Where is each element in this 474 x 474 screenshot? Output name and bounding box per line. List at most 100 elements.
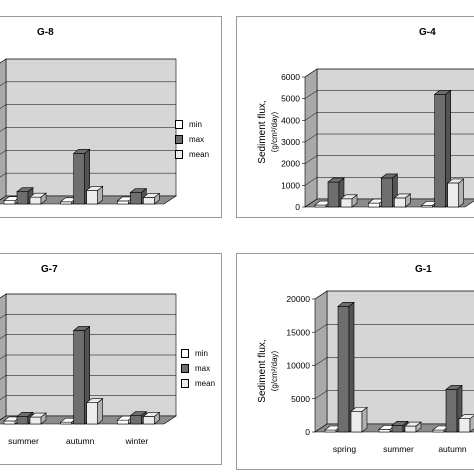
bar-g8-max-summer: [16, 191, 29, 205]
legend-g7: min max mean: [181, 346, 215, 391]
bar-top-g1-max-spring: [337, 302, 355, 307]
legend-label-max: max: [195, 364, 211, 373]
bar-g8-mean-winter: [143, 197, 155, 205]
bar-g8-min-autumn: [60, 201, 72, 205]
bar-top-g1-mean-spring: [350, 407, 368, 412]
gridline-side-g7: [0, 314, 7, 319]
chart-plot-g8: summer autumn winter: [0, 58, 177, 217]
bar-g8-mean-autumn: [86, 190, 98, 205]
bar-g1-max-autumn: [445, 389, 458, 433]
bar-g1-min-summer: [378, 429, 391, 433]
bar-top-g8-max-winter: [129, 188, 148, 193]
bar-g4-mean-summer: [394, 197, 406, 208]
x-tick-label-g8: winter: [124, 216, 148, 217]
bar-g4-max-summer: [381, 177, 393, 208]
gridline-side-g8: [0, 150, 7, 155]
bar-top-g1-max-summer: [391, 421, 409, 426]
gridline-side-g7: [0, 354, 7, 360]
chart-plot-g1: 0 5000 10000 15000 20000 spring summer autumn: [286, 290, 474, 454]
bar-g7-max-winter: [130, 415, 142, 425]
y-tick-label-g4: 3000: [281, 137, 300, 147]
bar-top-g8-mean-winter: [142, 193, 161, 198]
bar-top-g7-max-autumn: [72, 326, 91, 331]
bar-top-g1-max-autumn: [445, 385, 463, 390]
y-axis-label-line2-g4: (g/cm²/day): [270, 111, 279, 153]
bar-top-g7-mean-winter: [142, 412, 161, 417]
bar-g7-max-summer: [16, 415, 29, 425]
bar-top-g4-max-spring: [327, 177, 345, 183]
chart-title-g1: G-1: [415, 264, 432, 275]
gridline-side-g4: [304, 177, 318, 186]
chart-panel-g8: summer autumn winter G-8 min max mean: [0, 16, 222, 218]
bar-top-g8-mean-autumn: [85, 186, 104, 191]
chart-plot-g7: summer autumn winter: [0, 293, 177, 446]
bar-g1-mean-spring: [350, 411, 363, 433]
y-axis-label-line1-g1: Sediment flux,: [257, 339, 268, 403]
x-tick-label-g7: summer: [8, 436, 39, 446]
gridline-side-g7: [0, 293, 7, 299]
y-axis-label-line2-g1: (g/cm²/day): [270, 350, 279, 392]
chart-title-g7: G-7: [41, 264, 58, 275]
chart-panel-g7: summer autumn winter G-7 min max mean: [0, 253, 222, 465]
y-tick-label-g1: 5000: [291, 394, 310, 404]
legend-item-max: max: [175, 132, 209, 147]
bar-top-g7-max-winter: [129, 411, 148, 416]
y-tick-label-g1: 20000: [286, 294, 310, 304]
legend-label-min: min: [195, 349, 208, 358]
bar-g4-max-autumn: [434, 94, 446, 208]
bar-g7-mean-winter: [143, 416, 155, 425]
chart-panel-g1: 0 5000 10000 15000 20000 spring summer autumn G…: [236, 253, 474, 470]
y-tick-label-g4: 6000: [281, 72, 300, 82]
bar-g8-max-winter: [130, 192, 142, 205]
legend-swatch-mean: [181, 379, 189, 388]
bar-g4-min-summer: [368, 202, 380, 208]
legend-swatch-max: [181, 364, 189, 373]
y-tick-label-g4: 0: [295, 202, 300, 212]
x-tick-label-g1: summer: [383, 444, 414, 454]
gridline-side-g1: [314, 357, 328, 366]
gridline-side-g7: [0, 334, 7, 339]
bar-top-g4-max-summer: [380, 173, 399, 179]
bar-g4-mean-autumn: [447, 182, 459, 208]
gridline-side-g4: [304, 112, 318, 121]
bar-top-g7-mean-autumn: [85, 398, 104, 403]
gridline-side-g7: [0, 375, 7, 380]
side-wall-g8: [0, 58, 7, 201]
gridline-side-g4: [304, 90, 318, 99]
y-tick-label-g1: 0: [305, 427, 310, 437]
gridline-side-g4: [304, 68, 318, 78]
bar-g7-min-summer: [3, 420, 16, 425]
bar-side-g7-mean-autumn: [97, 398, 103, 425]
gridline-side-g8: [0, 58, 7, 64]
bar-top-g8-mean-summer: [29, 192, 47, 198]
legend-g8: min max mean: [175, 117, 209, 162]
gridline-side-g1: [314, 390, 328, 399]
bar-g1-mean-autumn: [458, 418, 471, 433]
legend-item-mean: mean: [175, 147, 209, 162]
bar-g7-mean-autumn: [86, 402, 98, 425]
legend-swatch-mean: [175, 150, 183, 159]
y-tick-label-g4: 5000: [281, 94, 300, 104]
y-tick-label-g1: 10000: [286, 361, 310, 371]
bar-g1-max-spring: [337, 306, 350, 433]
bar-top-g4-mean-autumn: [446, 178, 465, 184]
bar-top-g7-mean-summer: [29, 412, 47, 418]
bar-top-g1-mean-autumn: [458, 414, 474, 419]
y-axis-label-g4: Sediment flux, (g/cm²/day): [257, 72, 281, 192]
bar-g8-max-autumn: [73, 153, 85, 205]
x-tick-label-g1: spring: [333, 444, 356, 454]
legend-item-max: max: [181, 361, 215, 376]
legend-label-max: max: [189, 135, 205, 144]
x-tick-label-g8: summer: [8, 216, 39, 217]
gridline-side-g8: [0, 104, 7, 109]
bar-g8-min-winter: [117, 200, 129, 205]
bar-g1-max-summer: [391, 425, 404, 433]
bar-g7-min-winter: [117, 419, 129, 425]
y-tick-label-g4: 2000: [281, 159, 300, 169]
bar-g4-mean-spring: [340, 198, 353, 208]
bar-top-g4-max-autumn: [433, 90, 452, 95]
bar-top-g8-max-autumn: [72, 149, 91, 154]
y-axis-label-g1: Sediment flux, (g/cm²/day): [257, 311, 281, 431]
bar-g8-mean-summer: [29, 196, 42, 205]
bar-g8-min-summer: [3, 200, 16, 205]
